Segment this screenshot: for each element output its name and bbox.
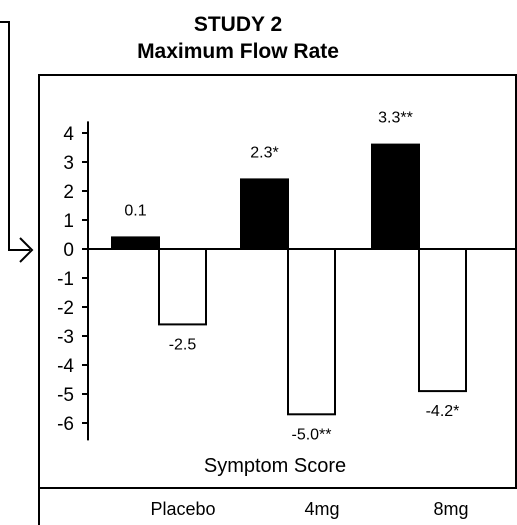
y-tick-label: 4 (63, 124, 74, 145)
y-tick-label: 2 (63, 182, 74, 203)
category-label: 4mg (304, 499, 339, 519)
chart-title: STUDY 2 (194, 13, 282, 36)
data-labels: 0.1 2.3* 3.3** -2.5 -5.0** -4.2* (124, 110, 459, 444)
y-tick-label: 0 (63, 240, 74, 261)
category-label: 8mg (433, 499, 468, 519)
bar (418, 248, 467, 393)
connector-line (0, 21, 30, 251)
bar (111, 236, 160, 250)
y-tick-label: -2 (57, 298, 74, 319)
y-tick-label: -3 (57, 327, 74, 348)
y-tick-label: -4 (57, 356, 74, 377)
bar (240, 178, 289, 250)
y-tick-label: -5 (57, 385, 74, 406)
data-label: -4.2* (426, 403, 460, 420)
bar (287, 248, 336, 416)
bar (158, 248, 207, 326)
y-tick-label: 1 (63, 211, 74, 232)
data-label: 2.3* (250, 144, 278, 161)
bars (111, 143, 467, 416)
y-tick-label: -6 (57, 414, 74, 435)
data-label: -2.5 (169, 336, 197, 353)
y-tick-label: 3 (63, 153, 74, 174)
category-label: Placebo (150, 499, 215, 519)
x-axis-label: Symptom Score (204, 455, 346, 477)
bar (371, 143, 420, 251)
data-label: -5.0** (291, 426, 331, 443)
arrow-head-icon (19, 237, 34, 263)
chart-subtitle: Maximum Flow Rate (137, 40, 339, 63)
data-label: 0.1 (124, 202, 146, 219)
data-label: 3.3** (378, 110, 413, 127)
y-tick-label: -1 (57, 269, 74, 290)
y-ticks: 4 3 2 1 0 -1 -2 -3 -4 -5 -6 (57, 124, 88, 435)
category-labels: Placebo 4mg 8mg (150, 499, 468, 519)
